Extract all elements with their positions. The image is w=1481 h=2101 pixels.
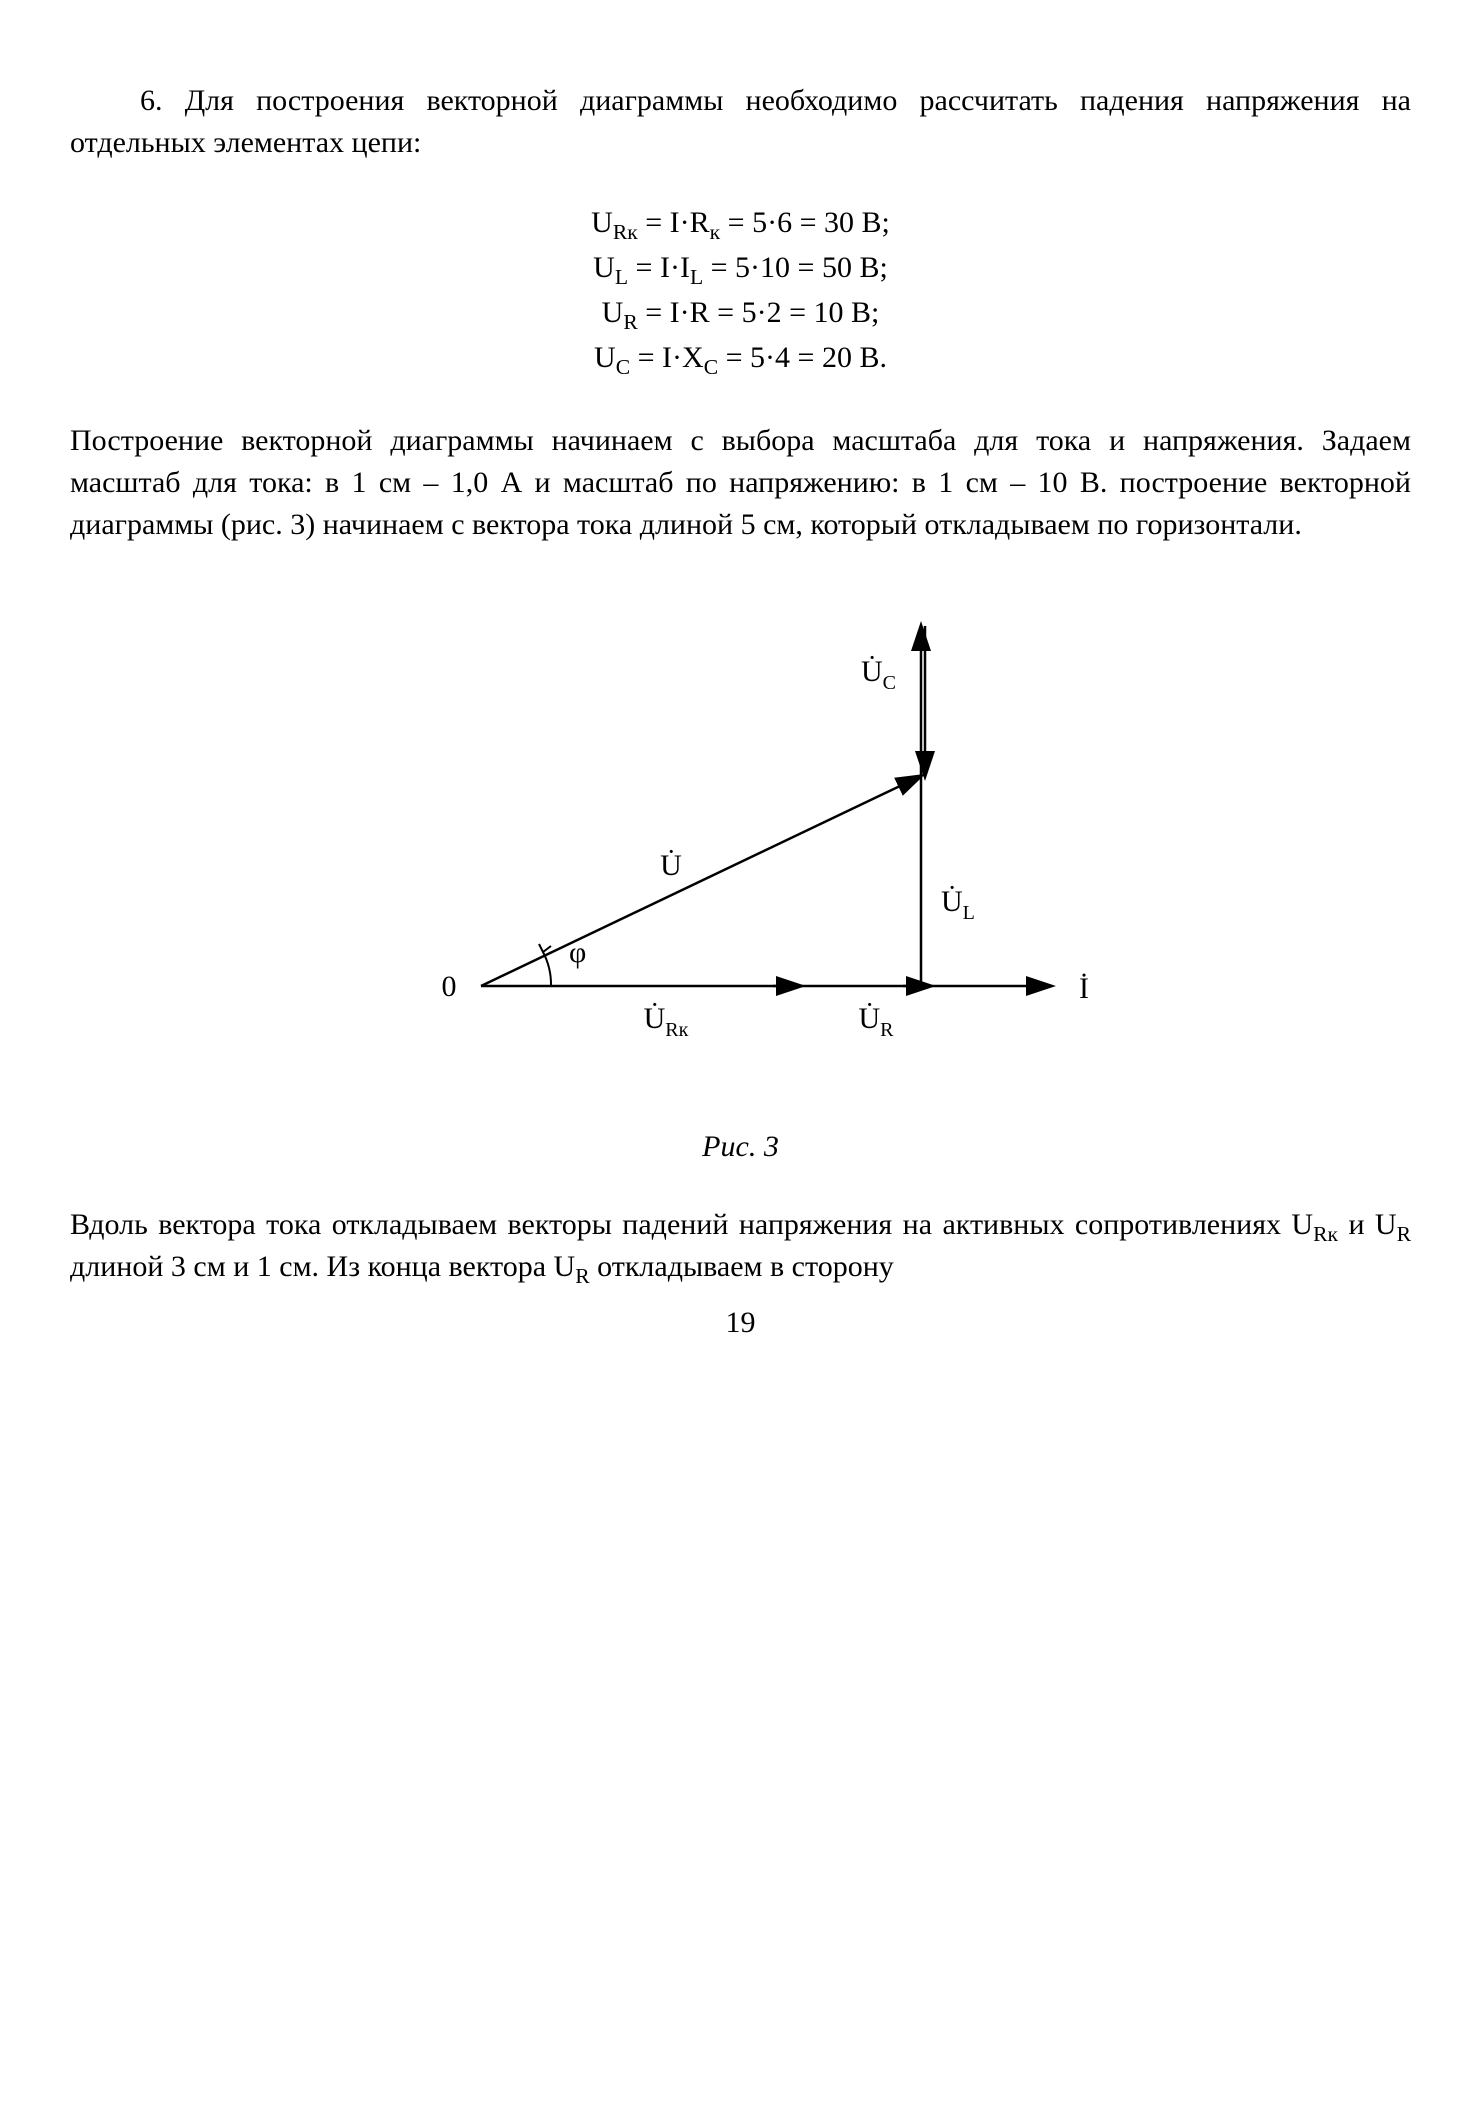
eq1-mid-sub: к (710, 220, 721, 244)
eq-3: UR = I·R = 5·2 = 10 В; (70, 290, 1411, 335)
eq-2: UL = I·IL = 5·10 = 50 В; (70, 245, 1411, 290)
eq4-mid-sym: = I·X (630, 341, 704, 374)
p3-chunk-a: Вдоль вектора тока откладываем векторы п… (70, 1208, 1313, 1241)
intro-para-6: 6. Для построения векторной диаграммы не… (70, 80, 1411, 164)
equations-block: URк = I·Rк = 5·6 = 30 В; UL = I·IL = 5·1… (70, 200, 1411, 380)
figure-3-caption: Рис. 3 (70, 1126, 1411, 1168)
eq1-mid-sym: = I·R (638, 206, 710, 239)
svg-text:U̇L: U̇L (941, 884, 975, 924)
eq1-rhs: = 5·6 = 30 В; (720, 206, 890, 239)
p3-chunk-c: длиной 3 см и 1 см. Из конца вектора U (70, 1250, 575, 1283)
p3-chunk-b: и U (1338, 1208, 1397, 1241)
eq2-rhs: = 5·10 = 50 В; (703, 251, 888, 284)
svg-text:U̇: U̇ (660, 848, 682, 882)
eq4-lhs-sym: U (594, 341, 616, 374)
p3-sub-r: R (1397, 1222, 1411, 1246)
scale-para: Построение векторной диаграммы начинаем … (70, 420, 1411, 546)
vector-diagram-svg: 0 İφ U̇ U̇Rк U̇R U̇L U̇C (361, 586, 1121, 1106)
eq3-mid-sym: = I·R (638, 296, 710, 329)
page-number: 19 (70, 1302, 1411, 1344)
eq-1: URк = I·Rк = 5·6 = 30 В; (70, 200, 1411, 245)
continuation-para: Вдоль вектора тока откладываем векторы п… (70, 1204, 1411, 1288)
eq2-lhs-sym: U (593, 251, 615, 284)
svg-text:φ: φ (569, 936, 586, 969)
svg-text:İ: İ (1079, 972, 1089, 1005)
eq3-rhs: = 5·2 = 10 В; (710, 296, 880, 329)
eq3-lhs-sub: R (623, 310, 637, 334)
svg-text:0: 0 (441, 970, 456, 1003)
p3-sub-r2: R (575, 1264, 589, 1288)
eq4-lhs-sub: C (616, 355, 630, 379)
eq3-lhs-sym: U (602, 296, 624, 329)
eq4-rhs: = 5·4 = 20 В. (718, 341, 887, 374)
eq2-lhs-sub: L (615, 265, 628, 289)
eq2-mid-sym: = I·I (628, 251, 690, 284)
p3-sub-rk: Rк (1313, 1222, 1338, 1246)
p3-chunk-d: откладываем в сторону (590, 1250, 894, 1283)
eq2-mid-sub: L (690, 265, 703, 289)
figure-3: 0 İφ U̇ U̇Rк U̇R U̇L U̇C (70, 586, 1411, 1106)
eq4-mid-sub: C (704, 355, 718, 379)
svg-text:U̇R: U̇R (858, 1001, 894, 1041)
eq-4: UC = I·XC = 5·4 = 20 В. (70, 335, 1411, 380)
svg-text:U̇C: U̇C (861, 654, 896, 694)
eq1-lhs-sym: U (591, 206, 613, 239)
svg-text:U̇Rк: U̇Rк (643, 1001, 688, 1041)
eq1-lhs-sub: Rк (613, 220, 638, 244)
